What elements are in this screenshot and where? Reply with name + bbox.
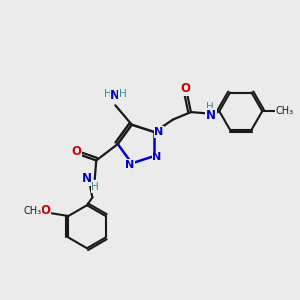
Text: N: N [110,89,120,102]
Text: N: N [81,172,92,185]
Text: H: H [104,89,112,99]
Text: O: O [40,204,50,217]
Text: N: N [154,127,164,137]
Text: H: H [92,182,99,192]
Text: N: N [206,109,216,122]
Text: N: N [125,160,134,170]
Text: O: O [181,82,191,95]
Text: H: H [206,102,213,112]
Text: O: O [71,145,81,158]
Text: CH₃: CH₃ [23,206,42,216]
Text: H: H [119,89,127,99]
Text: CH₃: CH₃ [276,106,294,116]
Text: N: N [152,152,161,163]
